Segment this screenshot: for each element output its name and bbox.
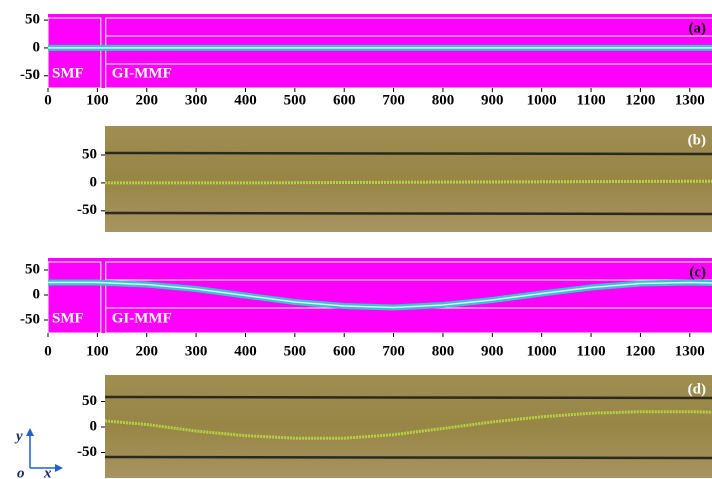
x-tick-label: 900 xyxy=(481,343,504,359)
x-tick-label: 800 xyxy=(432,92,455,108)
x-tick-label: 200 xyxy=(135,92,158,108)
x-tick-label: 700 xyxy=(382,343,405,359)
photo-background xyxy=(105,126,712,232)
x-tick-label: 400 xyxy=(234,343,257,359)
x-tick-label: 0 xyxy=(44,343,52,359)
y-tick-label: -50 xyxy=(77,202,97,218)
x-tick-label: 100 xyxy=(86,343,109,359)
x-tick-label: 1300 xyxy=(675,343,705,359)
fiber-edge xyxy=(105,457,712,458)
y-tick-label: 50 xyxy=(82,146,97,162)
y-tick-label: 0 xyxy=(33,286,41,302)
y-tick-label: 0 xyxy=(33,39,41,55)
x-tick-label: 800 xyxy=(432,343,455,359)
panel-label: (d) xyxy=(688,381,706,397)
panel-label: (a) xyxy=(689,20,707,36)
region-label: GI-MMF xyxy=(112,65,172,81)
y-tick-label: 0 xyxy=(90,418,98,434)
fiber-edge xyxy=(105,153,712,154)
y-tick-label: 50 xyxy=(25,12,40,28)
x-tick-label: 200 xyxy=(135,343,158,359)
x-tick-label: 300 xyxy=(185,92,208,108)
y-tick-label: -50 xyxy=(77,444,97,460)
x-tick-label: 600 xyxy=(333,92,356,108)
x-tick-label: 1200 xyxy=(625,343,655,359)
x-tick-label: 300 xyxy=(185,343,208,359)
photo-background xyxy=(105,375,712,478)
figure: y x o 500-500100200300400500600700800900… xyxy=(0,0,712,479)
x-tick-label: 1300 xyxy=(675,92,705,108)
fiber-edge xyxy=(105,397,712,398)
region-label: GI-MMF xyxy=(112,310,172,326)
region-label: SMF xyxy=(52,65,84,81)
region-label: SMF xyxy=(52,310,84,326)
fiber-edge xyxy=(105,213,712,214)
y-tick-label: -50 xyxy=(20,67,40,83)
corner-y-label: y xyxy=(14,428,23,444)
y-tick-label: 50 xyxy=(82,393,97,409)
x-tick-label: 900 xyxy=(481,92,504,108)
x-tick-label: 0 xyxy=(44,92,52,108)
corner-y-arrowhead xyxy=(26,428,34,436)
x-tick-label: 100 xyxy=(86,92,109,108)
corner-x-arrowhead xyxy=(55,464,63,472)
x-tick-label: 700 xyxy=(382,92,405,108)
x-tick-label: 600 xyxy=(333,343,356,359)
x-tick-label: 1100 xyxy=(576,343,605,359)
x-tick-label: 1000 xyxy=(527,92,557,108)
corner-x-label: x xyxy=(43,465,52,479)
y-tick-label: 50 xyxy=(25,261,40,277)
x-tick-label: 500 xyxy=(284,343,307,359)
panel-label: (c) xyxy=(689,264,706,280)
x-tick-label: 400 xyxy=(234,92,257,108)
corner-origin-label: o xyxy=(17,465,25,479)
panel-label: (b) xyxy=(688,132,706,148)
x-tick-label: 1200 xyxy=(625,92,655,108)
y-tick-label: -50 xyxy=(20,311,40,327)
y-tick-label: 0 xyxy=(90,174,98,190)
x-tick-label: 1100 xyxy=(576,92,605,108)
x-tick-label: 500 xyxy=(284,92,307,108)
x-tick-label: 1000 xyxy=(527,343,557,359)
